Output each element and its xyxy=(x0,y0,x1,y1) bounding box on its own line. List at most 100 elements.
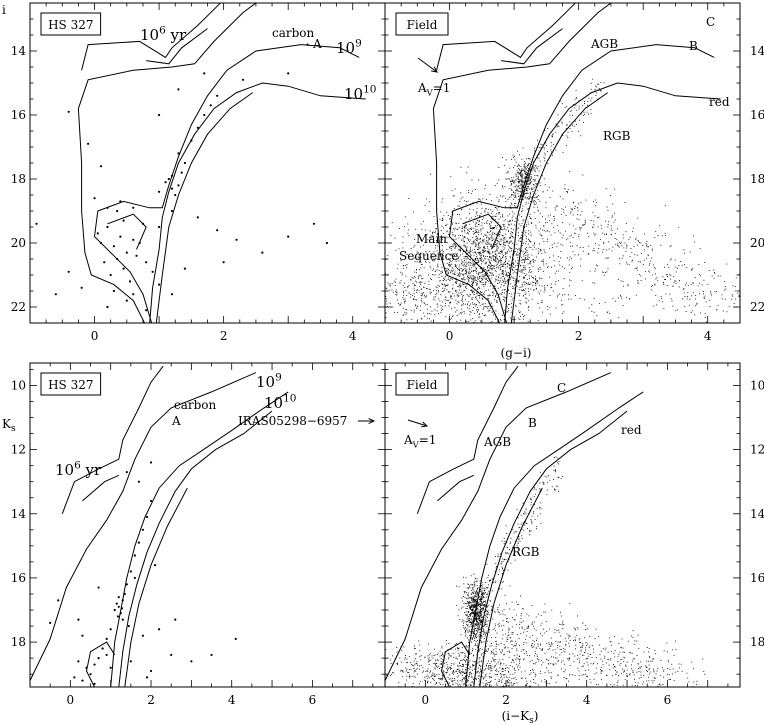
x-tick-label: 0 xyxy=(91,329,99,343)
data-point xyxy=(125,583,128,586)
data-point xyxy=(57,599,60,602)
data-point xyxy=(132,293,135,296)
x-tick-label: 2 xyxy=(502,693,510,707)
data-point xyxy=(99,165,103,168)
data-point xyxy=(137,480,141,483)
iras-arrow xyxy=(358,417,376,425)
y-tick-label: 18 xyxy=(11,172,26,186)
data-point xyxy=(133,576,136,580)
isochrone-line xyxy=(110,391,289,687)
data-point xyxy=(81,679,84,682)
isochrone-line xyxy=(77,3,257,323)
data-point xyxy=(306,43,309,46)
data-point xyxy=(196,216,199,219)
isochrone-line xyxy=(436,3,577,71)
y-tick-label: 16 xyxy=(750,571,764,585)
data-point xyxy=(235,238,238,241)
main-sequence-label-1: Main xyxy=(416,232,447,246)
data-point xyxy=(105,637,108,640)
y-tick-label: 22 xyxy=(11,300,26,314)
x-tick-label: 2 xyxy=(147,693,155,707)
y-tick-label: 12 xyxy=(11,443,26,457)
isochrone-1e10-label: 1010 xyxy=(264,392,296,412)
data-point xyxy=(115,602,118,605)
top-x-axis-label: (g−i) xyxy=(501,346,532,360)
data-point xyxy=(170,653,173,657)
data-point xyxy=(116,209,119,213)
data-point xyxy=(106,305,109,309)
data-point xyxy=(157,283,161,286)
data-point xyxy=(125,251,128,254)
data-point xyxy=(116,615,120,618)
data-point xyxy=(125,470,128,474)
bottom-y-axis-label: Ks xyxy=(2,417,16,434)
isochrone-1e6-label: 106 yr xyxy=(140,24,187,44)
x-tick-label: 0 xyxy=(446,329,454,343)
y-tick-label: 14 xyxy=(750,44,764,58)
isochrone-line xyxy=(437,474,475,502)
x-tick-label: 0 xyxy=(422,693,430,707)
data-point xyxy=(120,607,124,610)
data-point xyxy=(170,174,174,177)
iras-label: IRAS05298−6957 xyxy=(238,414,347,428)
data-point xyxy=(174,193,177,197)
data-point xyxy=(216,229,219,232)
red-label: red xyxy=(621,423,642,437)
isochrone-line xyxy=(124,487,188,687)
isochrone-line xyxy=(501,28,563,65)
data-point xyxy=(133,554,136,557)
isochrone-line xyxy=(149,82,366,323)
data-point xyxy=(157,225,161,229)
label-box xyxy=(395,12,449,36)
data-point xyxy=(113,608,116,612)
data-point xyxy=(222,261,225,264)
data-point xyxy=(141,222,145,225)
y-tick-label: 18 xyxy=(750,635,764,649)
data-point xyxy=(190,139,193,142)
data-point xyxy=(157,190,161,193)
point-c-label: C xyxy=(557,381,566,395)
isochrone-line xyxy=(448,44,715,323)
y-tick-label: 10 xyxy=(750,378,764,392)
isochrone-line xyxy=(416,365,519,514)
data-point xyxy=(112,245,116,248)
data-point xyxy=(122,267,125,270)
red-label: red xyxy=(709,95,730,109)
data-point xyxy=(119,200,122,203)
data-point xyxy=(89,673,92,676)
y-tick-label: 18 xyxy=(750,172,764,186)
rgb-label: RGB xyxy=(603,129,631,143)
data-point xyxy=(183,161,187,165)
data-point xyxy=(116,257,119,261)
field-density xyxy=(385,456,706,687)
data-point xyxy=(109,273,112,277)
y-tick-label: 18 xyxy=(11,635,26,649)
main-sequence-label-2: Sequence xyxy=(399,249,458,263)
isochrone-line xyxy=(462,213,502,250)
data-point xyxy=(287,72,290,75)
data-point xyxy=(77,618,80,621)
data-point xyxy=(93,682,96,685)
data-point xyxy=(129,660,132,663)
panel-box-label: Field xyxy=(395,372,449,396)
data-point xyxy=(129,570,132,573)
isochrone-line xyxy=(155,92,253,323)
agb-label: AGB xyxy=(590,37,618,51)
carbon-label: carbon xyxy=(272,26,315,40)
data-point xyxy=(77,660,80,663)
x-tick-label: 6 xyxy=(664,693,672,707)
y-tick-label: 20 xyxy=(11,236,26,250)
isochrone-line xyxy=(465,391,644,687)
data-point xyxy=(203,72,206,75)
data-point xyxy=(117,596,120,599)
data-point xyxy=(119,612,122,615)
y-tick-label: 14 xyxy=(11,507,27,521)
y-tick-label: 14 xyxy=(750,507,764,521)
data-point xyxy=(135,254,138,257)
isochrone-line xyxy=(510,92,608,323)
data-point xyxy=(35,222,38,225)
isochrone-line xyxy=(93,44,360,323)
